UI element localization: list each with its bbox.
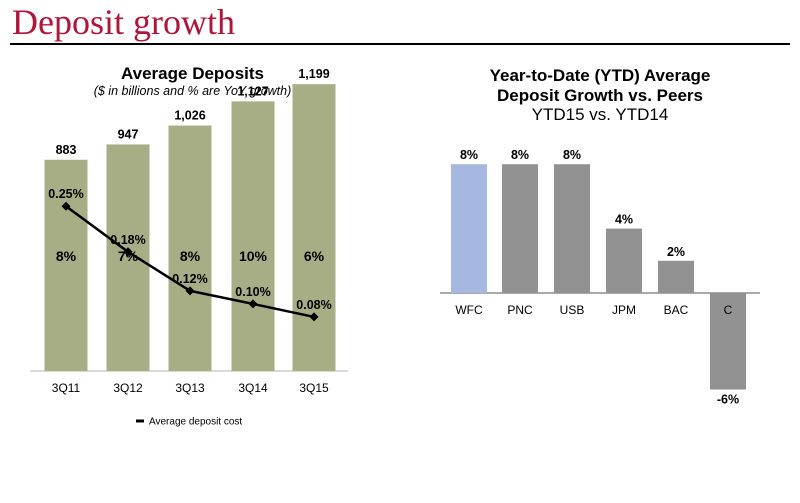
- peer-value-label-C: -6%: [717, 393, 739, 407]
- peer-tick-JPM: JPM: [612, 303, 636, 317]
- peer-value-label-USB: 8%: [563, 148, 581, 162]
- peer-tick-PNC: PNC: [507, 303, 533, 317]
- deposit-bar-3Q14: [231, 101, 275, 371]
- peer-tick-BAC: BAC: [664, 303, 689, 317]
- deposit-bar-3Q15: [292, 84, 336, 372]
- deposit-bar-3Q13: [168, 125, 212, 372]
- growth-label-3Q14: 10%: [239, 248, 268, 264]
- deposit-value-label-3Q14: 1,127: [237, 84, 268, 98]
- peer-value-label-BAC: 2%: [667, 245, 685, 259]
- peer-bar-BAC: [658, 260, 694, 293]
- peer-bar-WFC: [451, 164, 487, 293]
- deposit-cost-label-3Q12: 0.18%: [110, 233, 145, 247]
- peer-bar-JPM: [606, 228, 642, 293]
- x-tick-3Q13: 3Q13: [175, 381, 205, 395]
- peer-value-label-PNC: 8%: [511, 148, 529, 162]
- peer-value-label-WFC: 8%: [460, 148, 478, 162]
- deposit-bar-3Q11: [44, 159, 88, 371]
- growth-label-3Q13: 8%: [180, 248, 201, 264]
- right-chart-subtitle: YTD15 vs. YTD14: [531, 105, 669, 124]
- deposit-cost-label-3Q11: 0.25%: [48, 187, 83, 201]
- deposit-cost-marker-3Q15: [309, 312, 319, 322]
- deposit-value-label-3Q11: 883: [56, 143, 77, 157]
- peer-bar-C: [710, 293, 746, 390]
- peer-tick-C: C: [724, 303, 733, 317]
- deposit-cost-marker-3Q13: [185, 286, 195, 296]
- left-chart-subtitle: ($ in billions and % are YoY growth): [93, 84, 292, 98]
- deposit-cost-marker-3Q11: [61, 201, 71, 211]
- growth-label-3Q15: 6%: [304, 248, 325, 264]
- x-tick-3Q14: 3Q14: [238, 381, 268, 395]
- deposit-value-label-3Q15: 1,199: [298, 67, 329, 81]
- legend-label: Average deposit cost: [149, 417, 242, 428]
- deposit-cost-label-3Q15: 0.08%: [296, 298, 331, 312]
- deposit-cost-label-3Q13: 0.12%: [172, 272, 207, 286]
- deposit-bar-3Q12: [106, 144, 150, 371]
- peer-bar-PNC: [502, 164, 538, 293]
- x-tick-3Q12: 3Q12: [113, 381, 143, 395]
- growth-label-3Q11: 8%: [56, 248, 77, 264]
- title-divider: [10, 43, 790, 45]
- peer-tick-WFC: WFC: [455, 303, 483, 317]
- deposit-cost-marker-3Q12: [123, 247, 133, 257]
- deposit-cost-label-3Q14: 0.10%: [235, 285, 270, 299]
- left-chart-title: Average Deposits: [121, 64, 264, 83]
- peer-tick-USB: USB: [560, 303, 585, 317]
- deposit-value-label-3Q12: 947: [118, 127, 139, 141]
- x-tick-3Q11: 3Q11: [52, 381, 81, 395]
- peer-value-label-JPM: 4%: [615, 213, 633, 227]
- peer-bar-USB: [554, 164, 590, 293]
- deposit-cost-marker-3Q14: [248, 299, 258, 309]
- right-chart-title-line-1: Year-to-Date (YTD) Average: [489, 66, 711, 85]
- x-tick-3Q15: 3Q15: [299, 381, 329, 395]
- right-chart-title-line-2: Deposit Growth vs. Peers: [497, 86, 703, 105]
- page-title: Deposit growth: [12, 2, 235, 42]
- deposit-value-label-3Q13: 1,026: [174, 109, 205, 123]
